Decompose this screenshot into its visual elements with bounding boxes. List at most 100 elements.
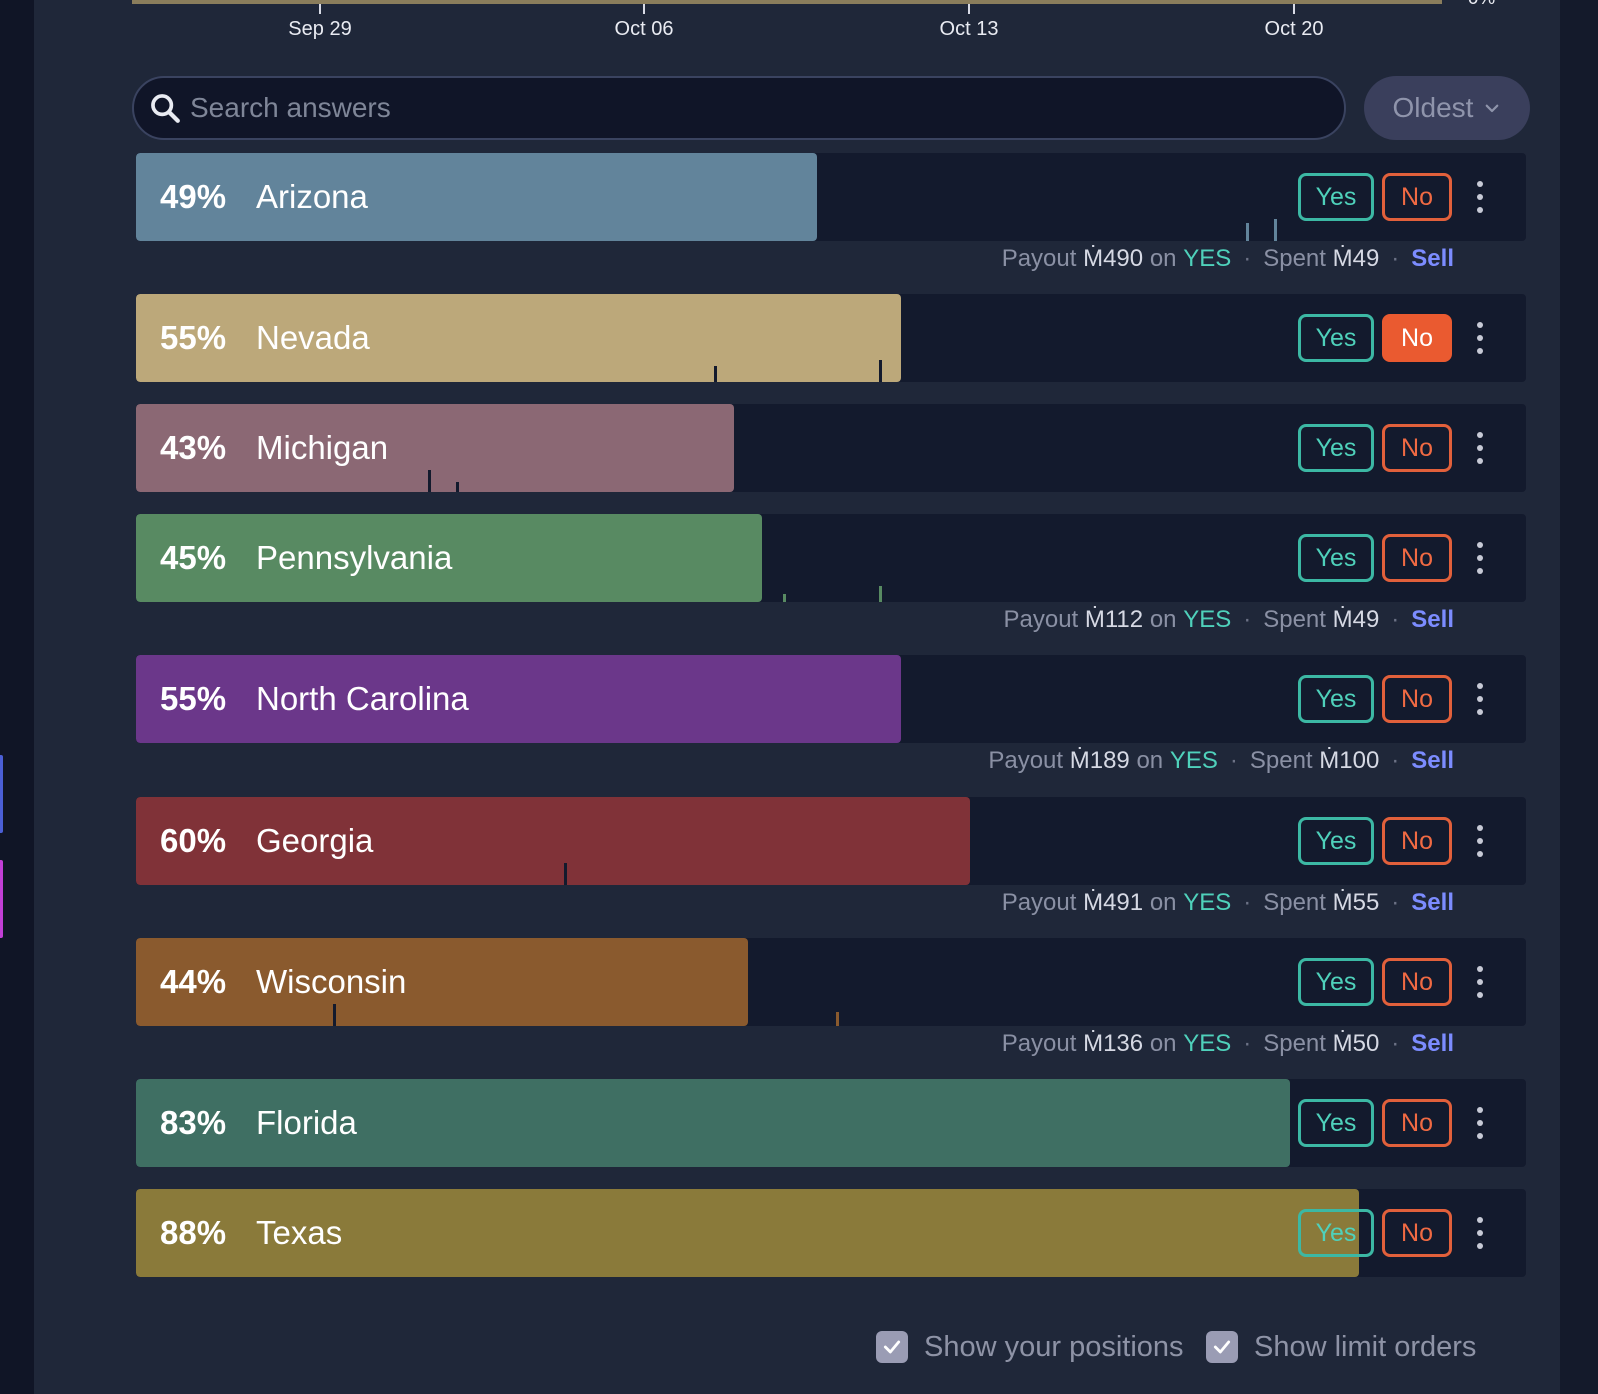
- left-rail: [0, 0, 34, 1394]
- chart-spike: [1274, 219, 1277, 241]
- answer-row-michigan: 43% Michigan Yes No: [136, 404, 1526, 492]
- more-vertical-icon[interactable]: [1468, 1103, 1492, 1143]
- yes-button[interactable]: Yes: [1298, 314, 1374, 362]
- axis-tick: [1293, 4, 1295, 14]
- no-button[interactable]: No: [1382, 534, 1452, 582]
- chart-spike: [714, 366, 717, 382]
- answers-panel: Sep 29 Oct 06 Oct 13 Oct 20 – 0% Oldest …: [34, 0, 1560, 1394]
- show-positions-label: Show your positions: [924, 1330, 1184, 1363]
- yes-button[interactable]: Yes: [1298, 534, 1374, 582]
- sort-label: Oldest: [1392, 92, 1474, 123]
- chart-spike: [1246, 223, 1249, 241]
- sort-dropdown[interactable]: Oldest: [1364, 76, 1530, 140]
- axis-label: Oct 20: [1264, 18, 1324, 40]
- yes-button[interactable]: Yes: [1298, 675, 1374, 723]
- no-button[interactable]: No: [1382, 1209, 1452, 1257]
- answer-row-florida: 83% Florida Yes No: [136, 1079, 1526, 1167]
- show-positions-checkbox[interactable]: [876, 1331, 908, 1363]
- answer-probability: 55%: [160, 680, 227, 717]
- yes-button[interactable]: Yes: [1298, 817, 1374, 865]
- probability-bar: [136, 514, 762, 602]
- yes-button[interactable]: Yes: [1298, 1099, 1374, 1147]
- sell-button[interactable]: Sell: [1411, 606, 1454, 633]
- no-button[interactable]: No: [1382, 173, 1452, 221]
- rail-accent: [0, 860, 3, 938]
- chart-spike: [428, 470, 431, 492]
- answer-label: 88% Texas: [160, 1189, 342, 1277]
- search-input[interactable]: [190, 92, 1290, 124]
- search-icon: [151, 94, 180, 123]
- axis-zero-label: – 0%: [1452, 0, 1495, 10]
- probability-bar: [136, 404, 734, 492]
- show-limit-orders-checkbox[interactable]: [1206, 1331, 1238, 1363]
- axis-label: Oct 13: [939, 18, 999, 40]
- timeline-axis: [132, 0, 1442, 4]
- more-vertical-icon[interactable]: [1468, 679, 1492, 719]
- chart-spike: [836, 1012, 839, 1026]
- answer-probability: 55%: [160, 319, 227, 356]
- answer-label: 43% Michigan: [160, 404, 388, 492]
- answer-probability: 43%: [160, 429, 227, 466]
- answer-row-arizona: 49% Arizona Yes No: [136, 153, 1526, 241]
- no-button[interactable]: No: [1382, 314, 1452, 362]
- chart-spike: [564, 863, 567, 885]
- yes-button[interactable]: Yes: [1298, 424, 1374, 472]
- position-summary: Payout Ṁ136 on YES · Spent Ṁ50 · Sell: [1001, 1030, 1454, 1057]
- yes-button[interactable]: Yes: [1298, 1209, 1374, 1257]
- sell-button[interactable]: Sell: [1411, 889, 1454, 916]
- answer-name: Wisconsin: [256, 963, 407, 1000]
- sell-button[interactable]: Sell: [1411, 1030, 1454, 1057]
- answer-probability: 49%: [160, 178, 227, 215]
- show-limit-orders-toggle[interactable]: Show limit orders: [1206, 1330, 1476, 1364]
- yes-button[interactable]: Yes: [1298, 958, 1374, 1006]
- chart-spike: [879, 360, 882, 382]
- more-vertical-icon[interactable]: [1468, 538, 1492, 578]
- answer-row-nevada: 55% Nevada Yes No: [136, 294, 1526, 382]
- position-summary: Payout Ṁ491 on YES · Spent Ṁ55 · Sell: [1001, 889, 1454, 916]
- rail-accent: [0, 755, 3, 833]
- probability-bar: [136, 797, 970, 885]
- no-button[interactable]: No: [1382, 424, 1452, 472]
- answer-label: 45% Pennsylvania: [160, 514, 452, 602]
- no-button[interactable]: No: [1382, 817, 1452, 865]
- answer-row-texas: 88% Texas Yes No: [136, 1189, 1526, 1277]
- more-vertical-icon[interactable]: [1468, 318, 1492, 358]
- answer-name: North Carolina: [256, 680, 469, 717]
- answer-probability: 88%: [160, 1214, 227, 1251]
- probability-bar: [136, 1189, 1360, 1277]
- chevron-down-icon: [1486, 104, 1499, 113]
- answer-name: Florida: [256, 1104, 357, 1141]
- check-icon: [1213, 1340, 1231, 1354]
- axis-tick: [968, 4, 970, 14]
- more-vertical-icon[interactable]: [1468, 821, 1492, 861]
- sell-button[interactable]: Sell: [1411, 747, 1454, 774]
- answer-name: Michigan: [256, 429, 389, 466]
- show-positions-toggle[interactable]: Show your positions: [876, 1330, 1184, 1364]
- more-vertical-icon[interactable]: [1468, 428, 1492, 468]
- more-vertical-icon[interactable]: [1468, 177, 1492, 217]
- answer-name: Texas: [256, 1214, 343, 1251]
- probability-bar: [136, 938, 748, 1026]
- position-summary: Payout Ṁ490 on YES · Spent Ṁ49 · Sell: [1001, 245, 1454, 272]
- probability-bar: [136, 1079, 1290, 1167]
- search-box[interactable]: [132, 76, 1346, 140]
- axis-label: Sep 29: [288, 18, 352, 40]
- more-vertical-icon[interactable]: [1468, 1213, 1492, 1253]
- answer-name: Nevada: [256, 319, 370, 356]
- no-button[interactable]: No: [1382, 675, 1452, 723]
- answer-name: Pennsylvania: [256, 539, 453, 576]
- chart-spike: [783, 594, 786, 602]
- no-button[interactable]: No: [1382, 958, 1452, 1006]
- chart-spike: [333, 1004, 336, 1026]
- answer-label: 83% Florida: [160, 1079, 357, 1167]
- answer-label: 44% Wisconsin: [160, 938, 406, 1026]
- probability-bar: [136, 153, 818, 241]
- more-vertical-icon[interactable]: [1468, 962, 1492, 1002]
- answer-label: 49% Arizona: [160, 153, 368, 241]
- answer-name: Georgia: [256, 822, 374, 859]
- yes-button[interactable]: Yes: [1298, 173, 1374, 221]
- probability-bar: [136, 294, 901, 382]
- sell-button[interactable]: Sell: [1411, 245, 1454, 272]
- answer-probability: 83%: [160, 1104, 227, 1141]
- no-button[interactable]: No: [1382, 1099, 1452, 1147]
